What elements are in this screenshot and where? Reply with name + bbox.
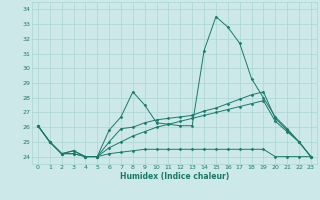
- X-axis label: Humidex (Indice chaleur): Humidex (Indice chaleur): [120, 172, 229, 181]
